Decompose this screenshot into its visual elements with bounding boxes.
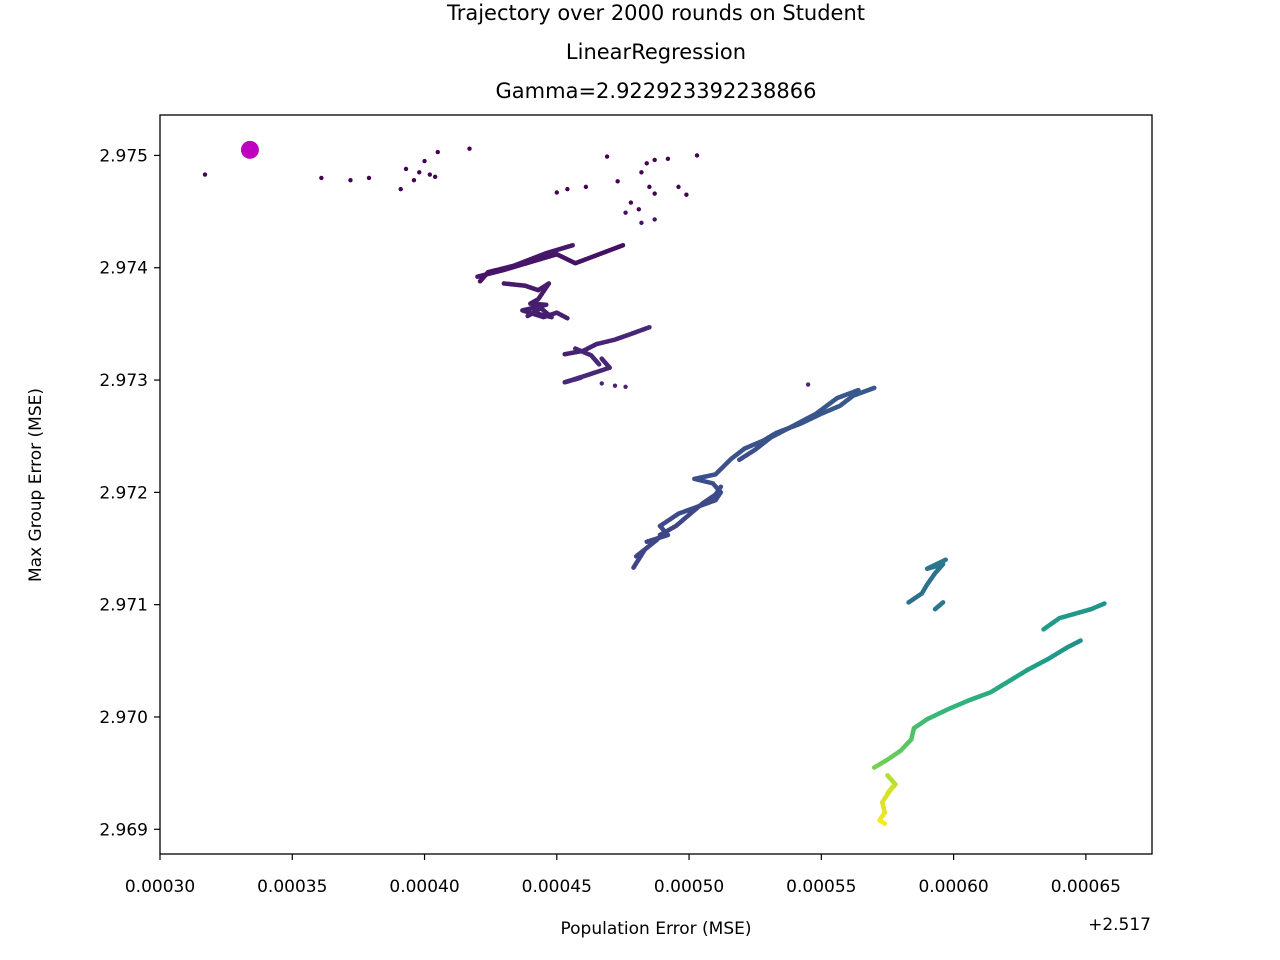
trajectory-point [694,153,700,158]
trajectory-point [871,385,877,391]
x-tick-label: 0.00035 [257,877,327,897]
trajectory-point [676,184,681,190]
y-axis-label: Max Group Error (MSE) [26,388,46,582]
trajectory-point [612,383,618,388]
x-tick-label: 0.00040 [389,877,459,897]
trajectory-point [422,158,427,164]
trajectory-point [467,146,472,151]
trajectory-point [398,186,403,192]
start-point-marker [240,140,259,159]
trajectory-point [366,175,372,181]
trajectory-point [623,384,628,389]
y-tick-label: 2.970 [99,708,148,728]
trajectory-point [940,600,946,605]
trajectory-point [665,156,671,162]
x-axis-label: Population Error (MSE) [560,919,751,939]
trajectory-point [435,149,440,155]
x-tick-label: 0.00030 [125,877,195,897]
chart-title-line: Trajectory over 2000 rounds on Student [446,1,865,25]
trajectory-point [599,381,604,386]
chart-title-line: Gamma=2.922923392238866 [496,79,817,103]
trajectory-point [475,274,480,280]
plot-area [202,140,1107,826]
trajectory-point [644,161,649,166]
trajectory-point [856,387,861,393]
trajectory-point [554,190,559,195]
trajectory-point [348,177,353,183]
y-tick-label: 2.969 [99,820,148,840]
trajectory-point [565,315,570,321]
trajectory-point [647,184,652,190]
y-tick-label: 2.974 [99,259,148,279]
x-tick-label: 0.00060 [918,877,988,897]
trajectory-point [1078,638,1083,643]
trajectory-point [570,242,575,248]
trajectory-point [615,179,620,184]
chart-title-line: LinearRegression [566,40,746,64]
x-tick-label: 0.00045 [522,877,592,897]
trajectory-point [403,166,409,172]
trajectory-point [628,200,634,205]
trajectory-point [596,362,602,367]
trajectory-point [647,324,652,330]
y-axis-ticks: 2.969 2.970 2.971 2.972 2.973 2.974 2.975 [99,146,160,840]
x-tick-label: 0.00050 [654,877,724,897]
trajectory-point [604,154,610,159]
trajectory-point [202,172,208,177]
trajectory-point [565,186,570,192]
trajectory-point [319,175,324,181]
trajectory-point [639,170,644,175]
trajectory-point [432,174,438,179]
trajectory-point [411,177,417,183]
trajectory-point [636,207,642,212]
trajectory-point [882,821,888,826]
y-tick-label: 2.975 [99,146,148,166]
trajectory-point [805,382,811,387]
plot-frame [159,114,1153,855]
trajectory-point [578,375,583,381]
x-axis-offset-label: +2.517 [1088,915,1151,935]
y-tick-label: 2.973 [99,371,148,391]
trajectory-point [623,210,628,215]
trajectory-point [417,170,422,175]
trajectory-point [427,172,433,177]
y-tick-label: 2.971 [99,596,148,616]
trajectory-point [583,184,589,190]
trajectory-point [1102,601,1107,606]
x-tick-label: 0.00055 [786,877,856,897]
x-axis-ticks: 0.00030 0.00035 0.00040 0.00045 0.00050 0.000… [125,854,1121,897]
y-tick-label: 2.972 [99,483,148,503]
trajectory-point [943,557,948,563]
trajectory-point [684,192,689,197]
trajectory-point [718,484,724,490]
trajectory-point [652,217,657,222]
chart-title: Trajectory over 2000 rounds on Student Li… [446,1,865,103]
x-tick-label: 0.00065 [1051,877,1121,897]
trajectory-point [652,191,657,196]
trajectory-point [652,157,657,163]
trajectory-point [639,220,644,226]
trajectory-point [525,313,531,319]
